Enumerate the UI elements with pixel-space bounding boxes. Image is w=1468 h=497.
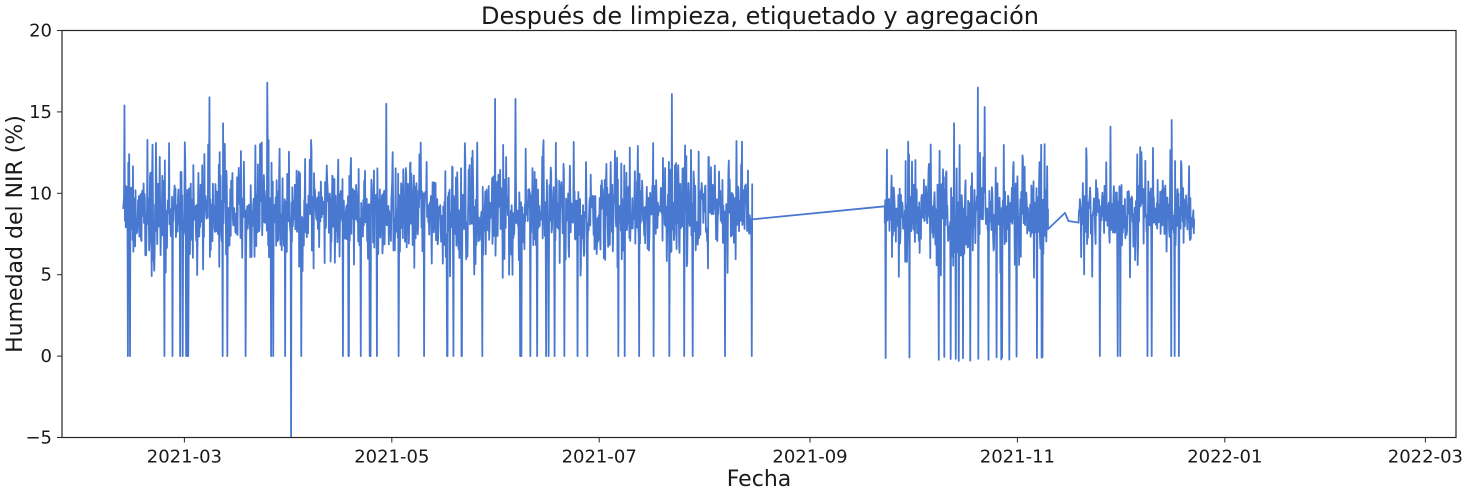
y-tick-label: 5	[41, 265, 52, 286]
x-axis: 2021-03 2021-05 2021-07 2021-09 2021-11 2022-…	[147, 437, 1463, 468]
x-tick-label: 2021-03	[147, 447, 222, 468]
x-tick-label: 2021-05	[354, 447, 429, 468]
y-tick-label: 20	[29, 21, 52, 42]
x-tick-label: 2021-09	[772, 447, 847, 468]
y-axis-label: Humedad del NIR (%)	[3, 115, 28, 353]
x-tick-label: 2021-11	[980, 447, 1055, 468]
plot-frame	[61, 29, 1457, 439]
y-tick-label: 0	[41, 346, 52, 367]
y-axis: −5 0 5 10 15 20	[25, 21, 62, 449]
y-tick-label: −5	[25, 428, 52, 449]
chart-title: Después de limpieza, etiquetado y agrega…	[481, 2, 1039, 30]
x-tick-label: 2021-07	[562, 447, 637, 468]
y-tick-label: 10	[29, 183, 52, 204]
y-tick-label: 15	[29, 102, 52, 123]
series-line	[122, 81, 1196, 438]
x-tick-label: 2022-03	[1388, 447, 1463, 468]
x-tick-label: 2022-01	[1187, 447, 1262, 468]
x-axis-label: Fecha	[727, 467, 792, 492]
